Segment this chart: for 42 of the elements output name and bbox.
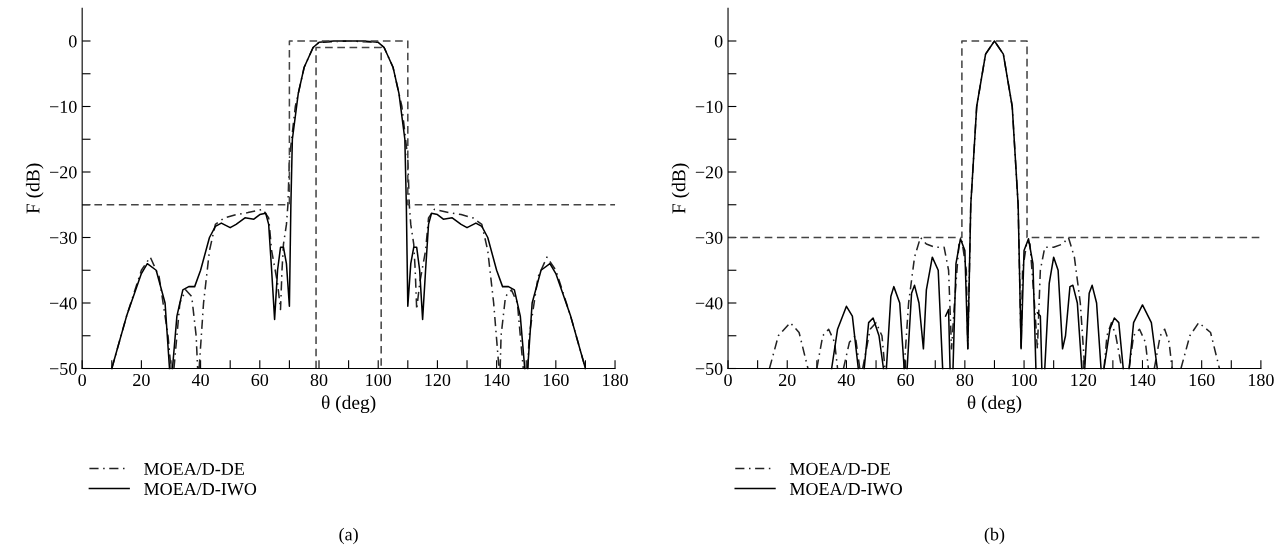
x-tick-label: 20	[779, 373, 796, 387]
y-tick-label: −20	[49, 166, 77, 179]
x-tick-label: 180	[1248, 373, 1274, 387]
x-tick-label: 100	[1012, 373, 1037, 387]
y-tick-label: −20	[695, 166, 723, 179]
x-tick-label: 120	[1071, 373, 1097, 387]
x-tick-label: 40	[837, 373, 855, 387]
y-tick-label: 0	[714, 35, 723, 48]
x-tick-label: 120	[425, 373, 451, 387]
legend-label: MOEA/D-DE	[789, 462, 890, 475]
x-tick-label: 100	[366, 373, 392, 387]
text: (a)	[339, 527, 358, 545]
text: (b)	[984, 527, 1005, 545]
y-tick-label: −50	[49, 362, 77, 375]
y-tick-label: −40	[49, 297, 77, 310]
legend-label: MOEA/D-DE	[144, 462, 244, 475]
x-tick-label: 160	[1189, 373, 1215, 387]
y-tick-label: −40	[695, 297, 723, 310]
x-axis-title: θ (deg)	[967, 395, 1022, 414]
x-tick-label: 0	[724, 373, 732, 387]
y-axis-title: F (dB)	[25, 163, 44, 214]
x-tick-label: 40	[191, 373, 209, 387]
y-axis-title: F (dB)	[671, 163, 690, 214]
x-axis-title: θ (deg)	[321, 395, 376, 414]
y-tick-label: 0	[68, 35, 77, 48]
x-tick-label: 80	[956, 373, 974, 387]
x-tick-label: 60	[251, 373, 269, 387]
y-tick-label: −10	[695, 100, 723, 113]
y-tick-label: −30	[49, 231, 77, 244]
x-tick-label: 20	[133, 373, 150, 387]
x-tick-label: 140	[484, 373, 510, 387]
x-tick-label: 160	[543, 373, 569, 387]
legend-label: MOEA/D-IWO	[789, 482, 902, 496]
x-tick-label: 60	[897, 373, 914, 387]
y-tick-label: −50	[695, 362, 723, 375]
x-tick-label: 180	[603, 373, 628, 387]
legend-label: MOEA/D-IWO	[144, 482, 257, 496]
x-tick-label: 0	[78, 373, 86, 387]
y-tick-label: −10	[49, 100, 77, 113]
x-tick-label: 140	[1130, 373, 1156, 387]
y-tick-label: −30	[695, 231, 723, 244]
x-tick-label: 80	[310, 373, 328, 387]
